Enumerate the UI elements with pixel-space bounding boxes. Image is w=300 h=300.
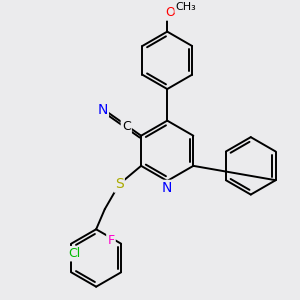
Text: O: O — [166, 7, 176, 20]
Text: N: N — [162, 181, 172, 195]
Text: Cl: Cl — [69, 247, 81, 260]
Text: C: C — [122, 120, 131, 134]
Text: F: F — [107, 234, 115, 247]
Text: CH₃: CH₃ — [176, 2, 196, 12]
Text: S: S — [115, 177, 124, 191]
Text: N: N — [97, 103, 108, 117]
